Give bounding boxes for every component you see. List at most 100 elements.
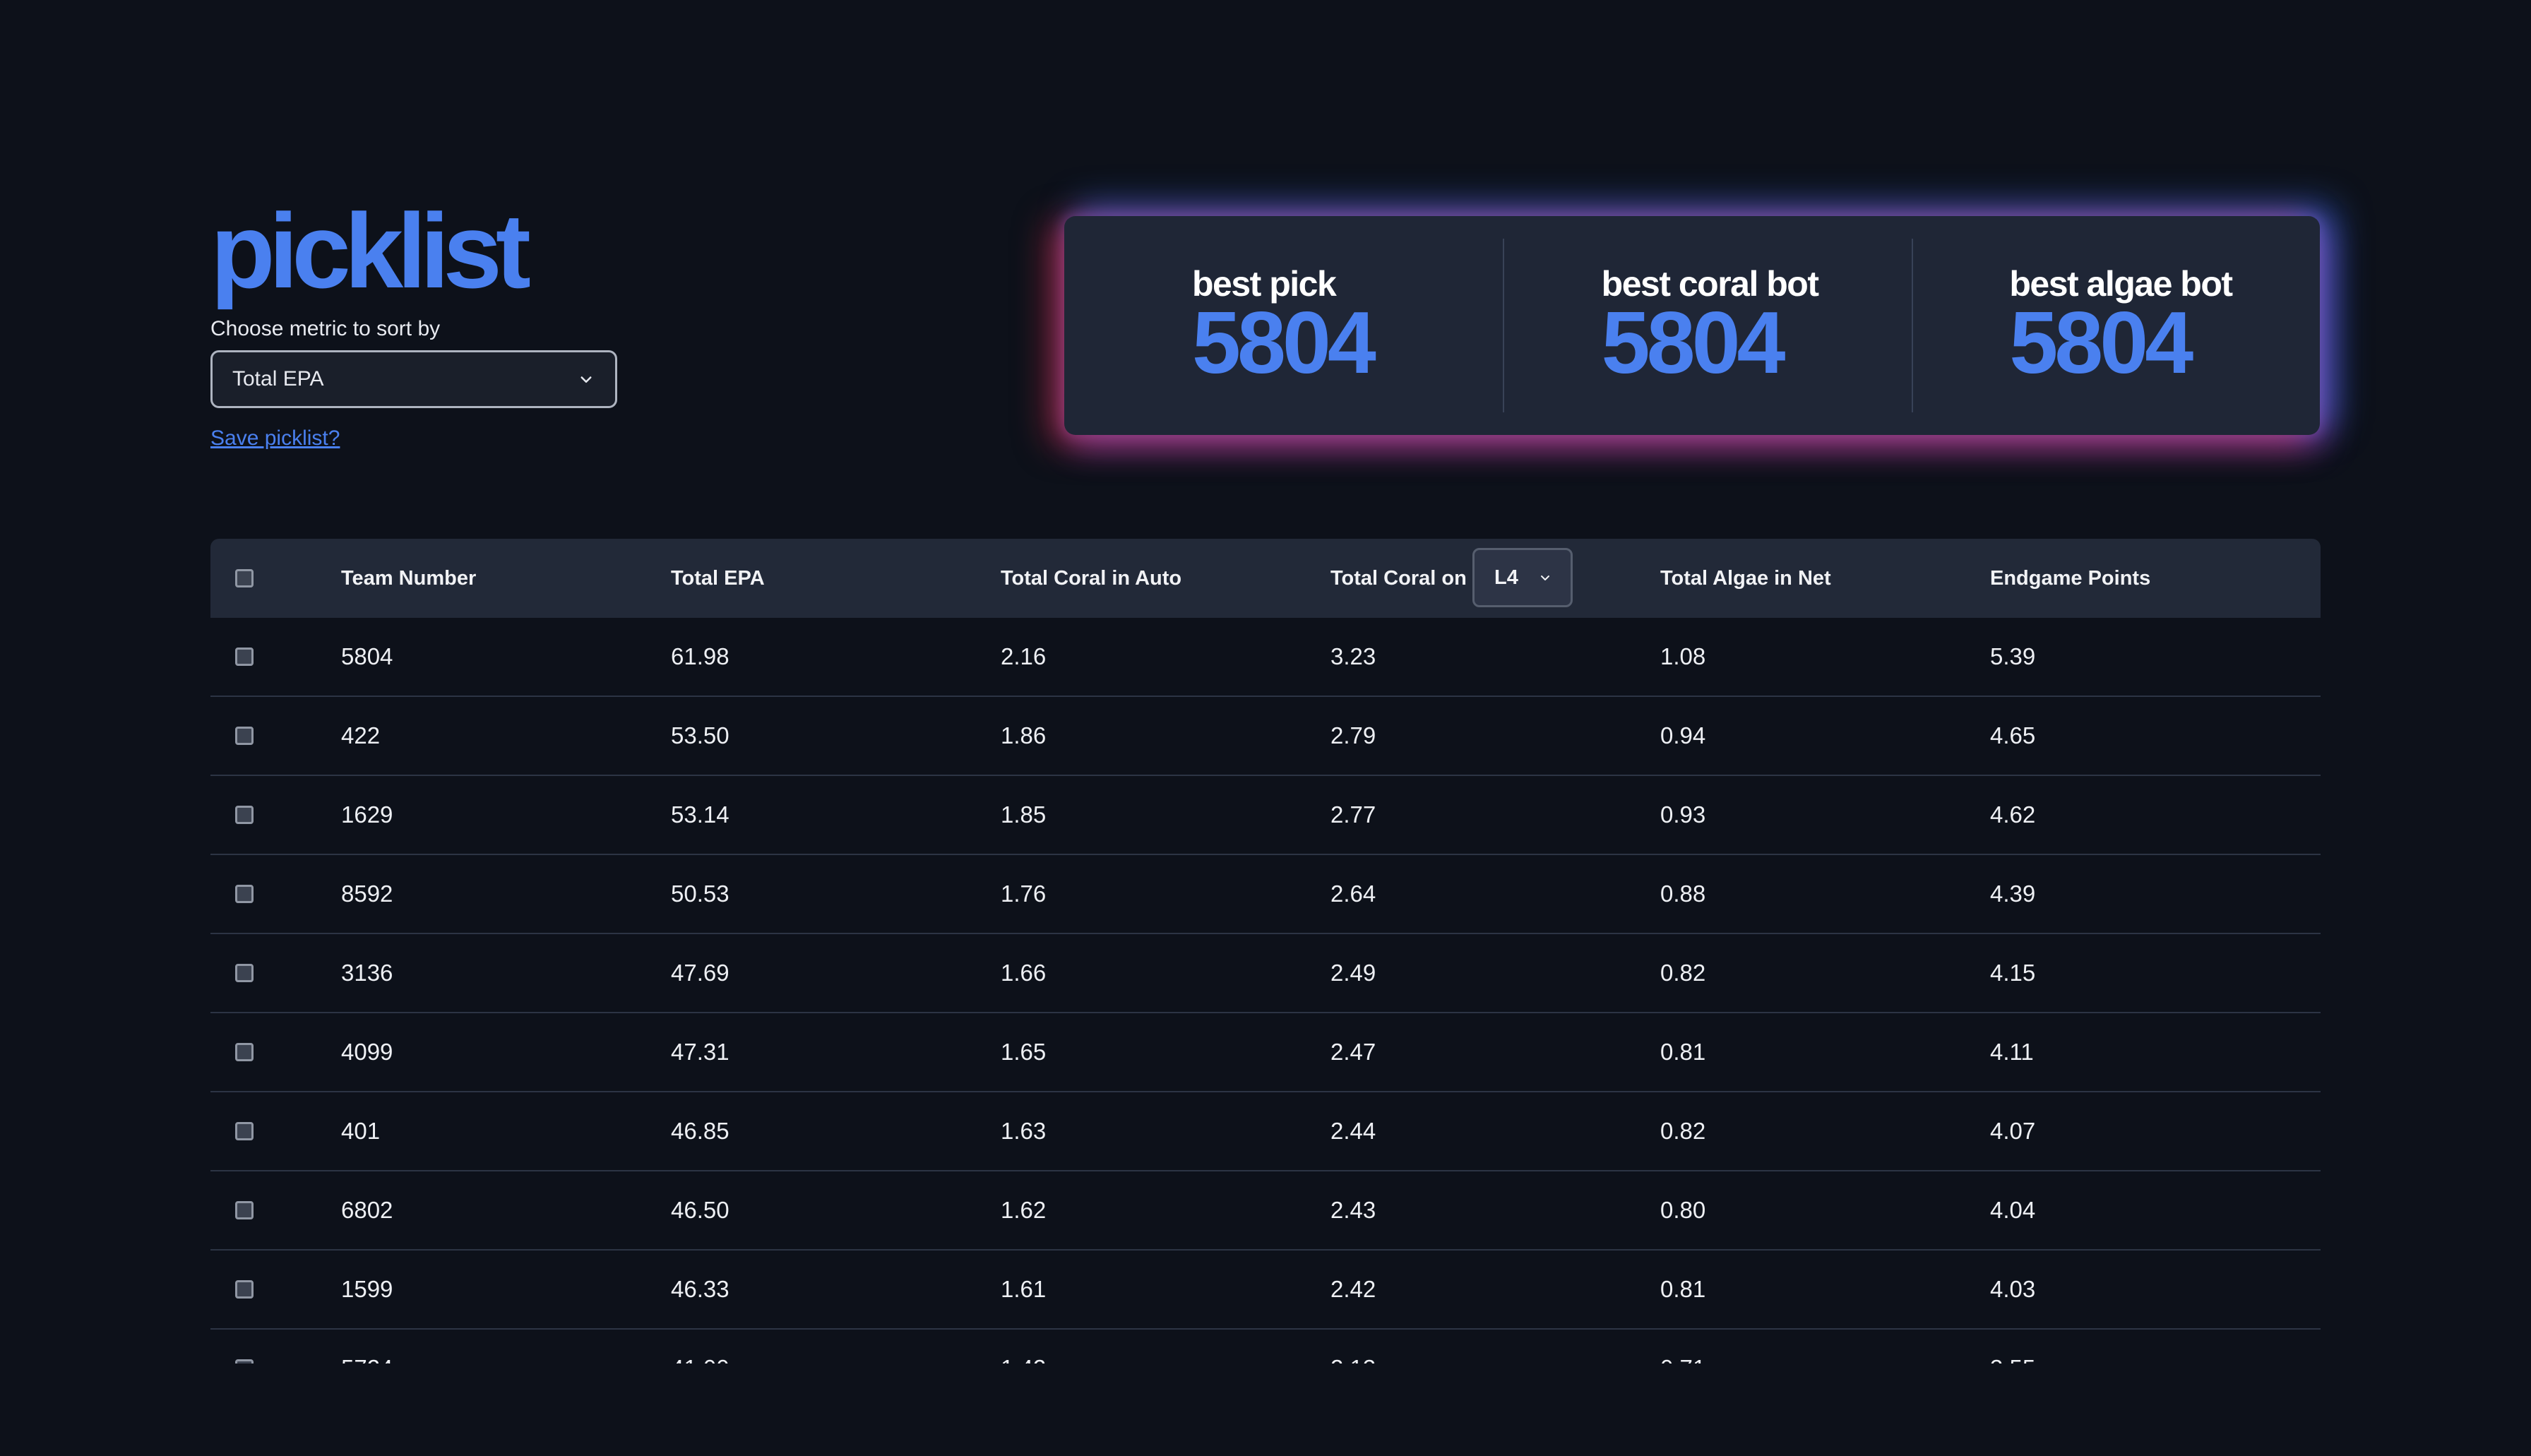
chevron-down-icon [1541, 575, 1549, 580]
cell-endgame-points: 4.07 [1990, 1118, 2036, 1144]
cell-total-epa: 46.50 [671, 1197, 729, 1223]
cell-total-algae-net: 0.81 [1660, 1276, 1706, 1302]
best-picks-card: best pick 5804 best coral bot 5804 best … [1064, 216, 2320, 435]
table-row[interactable]: 422 53.50 1.86 2.79 0.94 4.65 [210, 697, 2321, 776]
save-picklist-link[interactable]: Save picklist? [210, 426, 340, 450]
coral-level-value: L4 [1494, 566, 1518, 589]
cell-total-epa: 50.53 [671, 881, 729, 907]
header-team-number[interactable]: Team Number [341, 566, 477, 590]
cell-total-algae-net: 0.94 [1660, 722, 1706, 748]
cell-endgame-points: 4.15 [1990, 960, 2036, 986]
cell-total-algae-net: 0.82 [1660, 1118, 1706, 1144]
cell-total-coral-auto: 1.62 [1001, 1197, 1047, 1223]
table-row[interactable]: 1629 53.14 1.85 2.77 0.93 4.62 [210, 776, 2321, 855]
cell-total-coral-auto: 1.76 [1001, 881, 1047, 907]
cell-total-epa: 53.14 [671, 801, 729, 828]
cell-total-coral-on: 2.13 [1330, 1330, 1376, 1363]
cell-endgame-points: 4.11 [1990, 1039, 2034, 1065]
cell-total-algae-net: 1.08 [1660, 643, 1706, 669]
table-row[interactable]: 5804 61.98 2.16 3.23 1.08 5.39 [210, 618, 2321, 697]
cell-total-coral-on: 2.64 [1330, 881, 1376, 907]
stat-label: best pick [1192, 264, 1337, 304]
cell-total-algae-net: 0.93 [1660, 801, 1706, 828]
row-checkbox[interactable] [235, 1359, 254, 1363]
cell-total-coral-on: 2.77 [1330, 801, 1376, 828]
row-checkbox[interactable] [235, 885, 254, 903]
row-checkbox[interactable] [235, 964, 254, 982]
stat-value: 5804 [1192, 294, 1376, 392]
cell-total-epa: 46.33 [671, 1276, 729, 1302]
cell-total-algae-net: 0.80 [1660, 1197, 1706, 1223]
cell-total-epa: 61.98 [671, 643, 729, 669]
table-row[interactable]: 8592 50.53 1.76 2.64 0.88 4.39 [210, 855, 2321, 934]
cell-total-coral-on: 2.44 [1330, 1118, 1376, 1144]
cell-team-number: 1599 [341, 1276, 393, 1302]
cell-total-coral-auto: 1.63 [1001, 1118, 1047, 1144]
cell-total-coral-auto: 1.42 [1001, 1330, 1046, 1363]
row-checkbox[interactable] [235, 806, 254, 824]
sort-metric-label: Choose metric to sort by [210, 317, 441, 340]
picklist-table: Team Number Total EPA Total Coral in Aut… [210, 539, 2321, 1363]
cell-total-coral-on: 3.23 [1330, 643, 1376, 669]
stat-value: 5804 [1601, 294, 1786, 392]
table-row[interactable]: 3136 47.69 1.66 2.49 0.82 4.15 [210, 934, 2321, 1013]
cell-total-epa: 46.85 [671, 1118, 729, 1144]
cell-team-number: 8592 [341, 881, 393, 907]
row-checkbox[interactable] [235, 1201, 254, 1219]
header-total-coral-on[interactable]: Total Coral on [1330, 566, 1467, 590]
sort-metric-select[interactable]: Total EPA [210, 350, 617, 408]
cell-total-epa: 41.00 [671, 1330, 729, 1363]
stat-label: best algae bot [2009, 264, 2233, 304]
row-checkbox[interactable] [235, 727, 254, 745]
cell-endgame-points: 4.62 [1990, 801, 2036, 828]
table-row[interactable]: 1599 46.33 1.61 2.42 0.81 4.03 [210, 1251, 2321, 1330]
select-all-checkbox[interactable] [235, 569, 254, 587]
cell-team-number: 1629 [341, 801, 393, 828]
stat-label: best coral bot [1601, 264, 1819, 304]
cell-total-coral-on: 2.79 [1330, 722, 1376, 748]
header-total-epa[interactable]: Total EPA [671, 566, 765, 590]
cell-team-number: 6802 [341, 1197, 393, 1223]
row-checkbox[interactable] [235, 1122, 254, 1140]
cell-team-number: 5804 [341, 643, 393, 669]
cell-total-epa: 47.69 [671, 960, 729, 986]
row-checkbox[interactable] [235, 1280, 254, 1299]
cell-total-coral-on: 2.49 [1330, 960, 1376, 986]
row-checkbox[interactable] [235, 1043, 254, 1061]
table-row[interactable]: 6802 46.50 1.62 2.43 0.80 4.04 [210, 1171, 2321, 1251]
best-pick-stat: best pick 5804 [1064, 216, 1503, 435]
header-total-algae-net[interactable]: Total Algae in Net [1660, 566, 1831, 590]
table-row[interactable]: 4099 47.31 1.65 2.47 0.81 4.11 [210, 1013, 2321, 1092]
table-row[interactable]: 5724 41.00 1.42 2.13 0.71 3.55 [210, 1330, 2321, 1363]
cell-team-number: 5724 [341, 1330, 393, 1363]
header-endgame-points[interactable]: Endgame Points [1990, 566, 2151, 590]
table-row[interactable]: 401 46.85 1.63 2.44 0.82 4.07 [210, 1092, 2321, 1171]
best-coral-bot-stat: best coral bot 5804 [1502, 216, 1912, 435]
sort-metric-value: Total EPA [232, 367, 324, 390]
cell-endgame-points: 4.04 [1990, 1197, 2036, 1223]
table-body: 5804 61.98 2.16 3.23 1.08 5.39 422 53.50 1.86 2.7… [210, 618, 2321, 1363]
cell-endgame-points: 4.39 [1990, 881, 2036, 907]
chevron-down-icon [580, 376, 592, 383]
cell-total-coral-on: 2.47 [1330, 1039, 1376, 1065]
cell-total-algae-net: 0.71 [1660, 1330, 1705, 1363]
table-header-row: Team Number Total EPA Total Coral in Aut… [210, 539, 2321, 618]
cell-endgame-points: 4.65 [1990, 722, 2036, 748]
page-title: picklist [210, 191, 531, 310]
cell-total-coral-on: 2.43 [1330, 1197, 1376, 1223]
cell-team-number: 3136 [341, 960, 393, 986]
cell-team-number: 401 [341, 1118, 381, 1144]
row-checkbox[interactable] [235, 648, 254, 666]
cell-endgame-points: 5.39 [1990, 643, 2036, 669]
cell-total-coral-auto: 1.86 [1001, 722, 1047, 748]
cell-total-coral-on: 2.42 [1330, 1276, 1376, 1302]
cell-total-algae-net: 0.82 [1660, 960, 1706, 986]
cell-total-coral-auto: 1.85 [1001, 801, 1047, 828]
cell-total-coral-auto: 2.16 [1001, 643, 1047, 669]
cell-endgame-points: 3.55 [1990, 1330, 2035, 1363]
stat-value: 5804 [2009, 294, 2193, 392]
best-algae-bot-stat: best algae bot 5804 [1912, 216, 2320, 435]
header-total-coral-auto[interactable]: Total Coral in Auto [1001, 566, 1182, 590]
coral-level-select[interactable]: L4 [1472, 548, 1573, 607]
cell-total-coral-auto: 1.65 [1001, 1039, 1047, 1065]
